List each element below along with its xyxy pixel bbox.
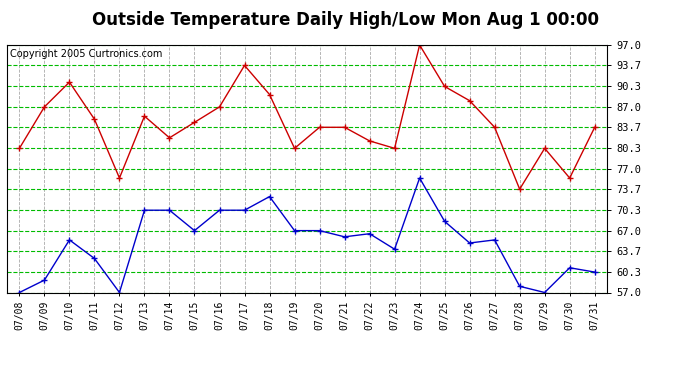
Text: Outside Temperature Daily High/Low Mon Aug 1 00:00: Outside Temperature Daily High/Low Mon A… bbox=[92, 11, 598, 29]
Text: Copyright 2005 Curtronics.com: Copyright 2005 Curtronics.com bbox=[10, 49, 162, 59]
